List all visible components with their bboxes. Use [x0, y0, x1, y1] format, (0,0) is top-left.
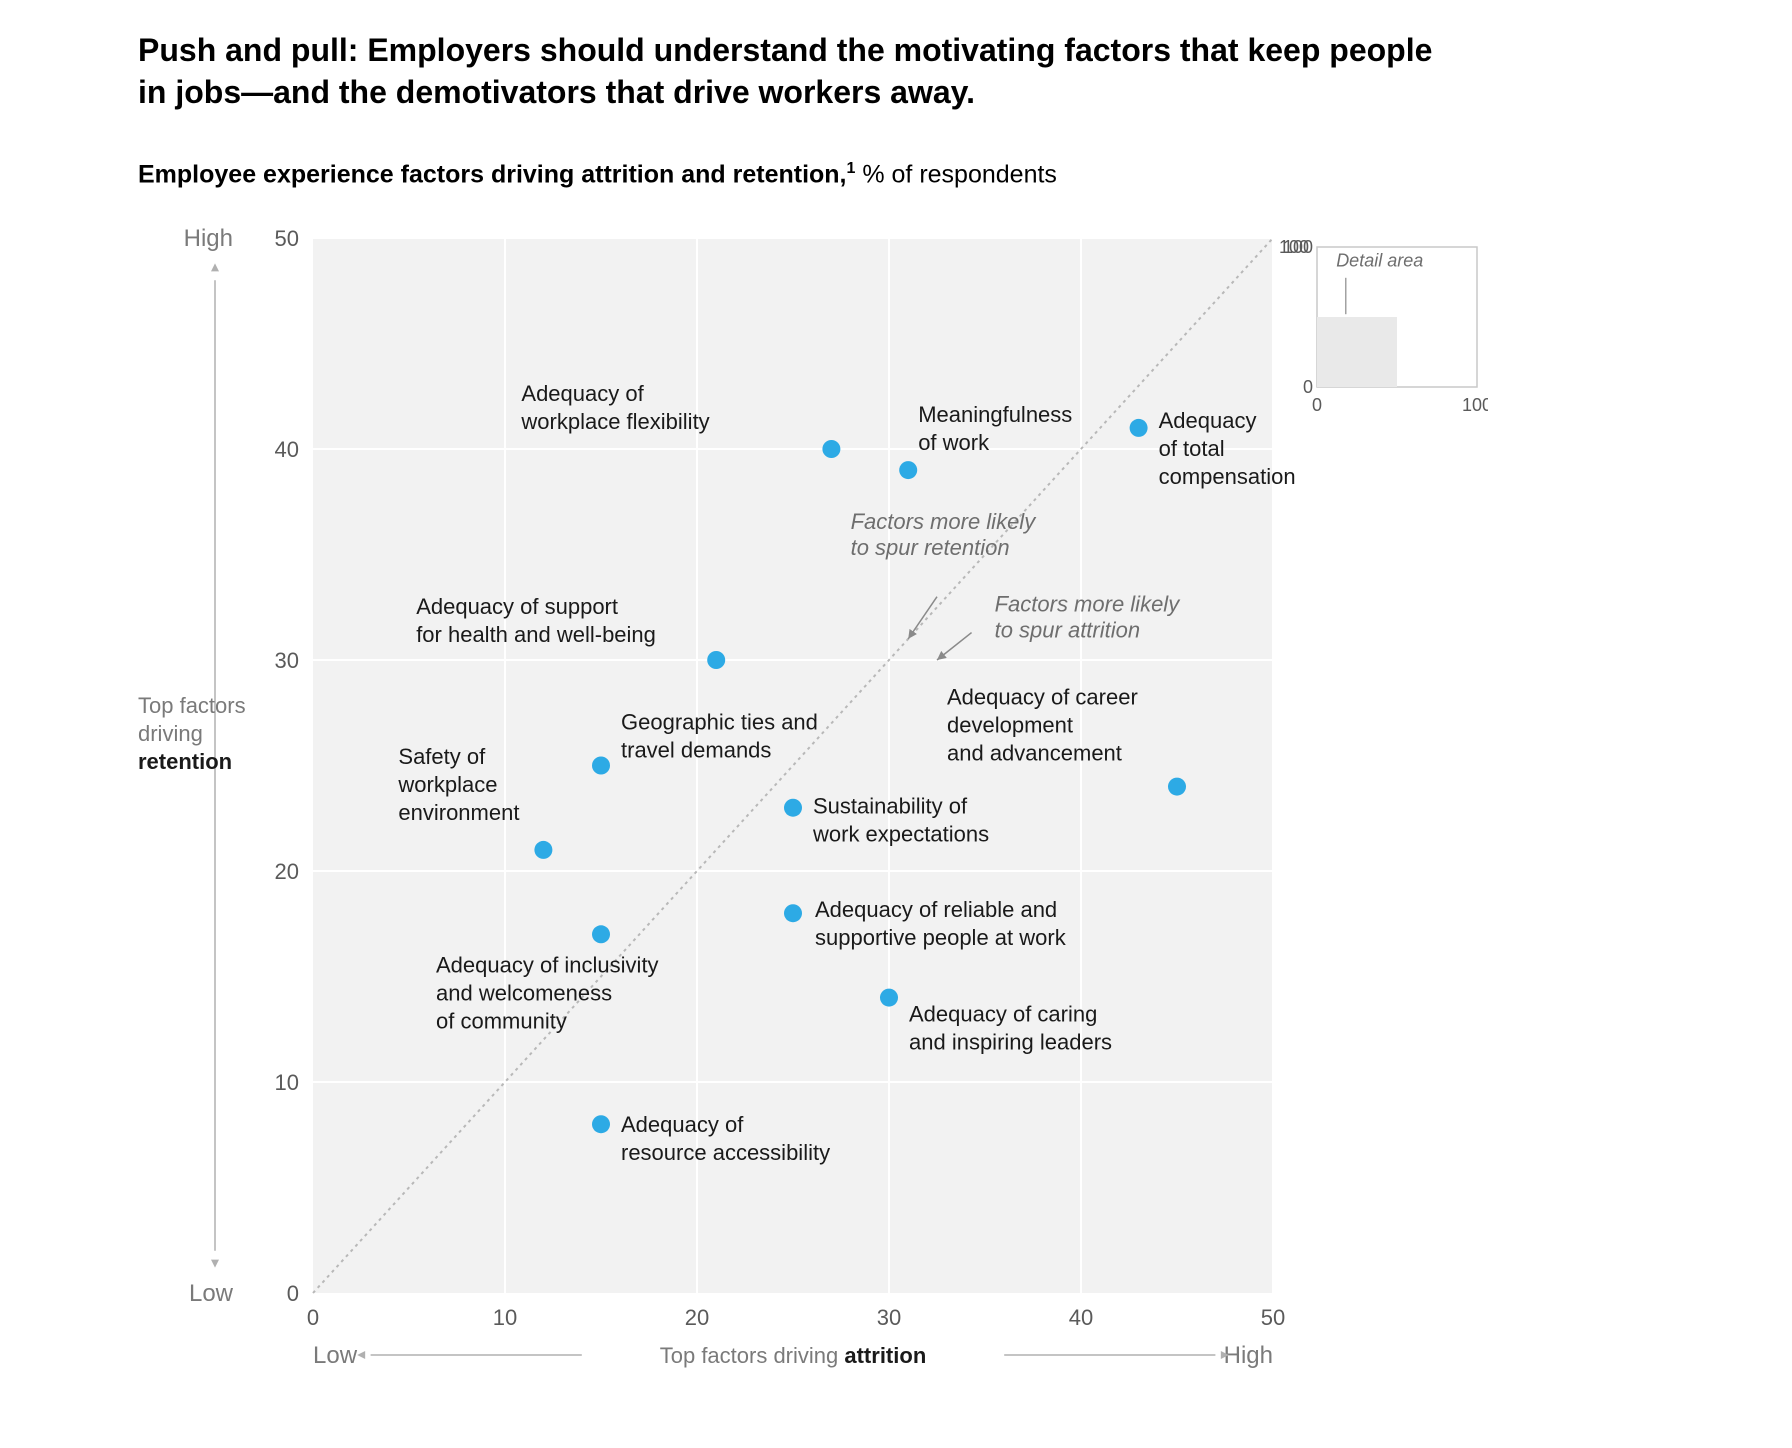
svg-text:20: 20 — [275, 859, 299, 884]
svg-text:100: 100 — [1462, 395, 1488, 415]
svg-text:0: 0 — [307, 1305, 319, 1330]
chart-subtitle: Employee experience factors driving attr… — [138, 160, 1057, 189]
scatter-point — [534, 841, 552, 859]
scatter-point — [880, 989, 898, 1007]
scatter-chart: Factors more likelyto spur retentionFact… — [138, 218, 1488, 1408]
scatter-point — [822, 440, 840, 458]
scatter-point — [592, 1115, 610, 1133]
svg-text:40: 40 — [1069, 1305, 1093, 1330]
subtitle-bold: Employee experience factors driving attr… — [138, 160, 847, 188]
svg-text:50: 50 — [275, 226, 299, 251]
svg-text:30: 30 — [877, 1305, 901, 1330]
page: Push and pull: Employers should understa… — [0, 0, 1792, 1448]
svg-text:40: 40 — [275, 437, 299, 462]
svg-text:30: 30 — [275, 648, 299, 673]
scatter-point — [592, 925, 610, 943]
scatter-point — [592, 757, 610, 775]
svg-text:20: 20 — [685, 1305, 709, 1330]
svg-text:High: High — [1224, 1342, 1273, 1369]
svg-text:10: 10 — [275, 1070, 299, 1095]
chart-svg: Factors more likelyto spur retentionFact… — [138, 218, 1488, 1408]
svg-text:0: 0 — [287, 1281, 299, 1306]
scatter-point — [707, 651, 725, 669]
scatter-point — [1130, 419, 1148, 437]
chart-title: Push and pull: Employers should understa… — [138, 30, 1458, 113]
scatter-point — [899, 461, 917, 479]
inset-chart: 10010000100Detail area — [1279, 237, 1488, 415]
svg-text:Low: Low — [313, 1342, 358, 1369]
svg-text:0: 0 — [1303, 377, 1313, 397]
svg-text:50: 50 — [1261, 1305, 1285, 1330]
svg-text:High: High — [184, 225, 233, 252]
scatter-point — [784, 904, 802, 922]
svg-text:Detail area: Detail area — [1336, 251, 1423, 271]
svg-text:Factors more likelyto spur ret: Factors more likelyto spur retention — [851, 509, 1038, 560]
scatter-point — [1168, 778, 1186, 796]
scatter-point — [784, 799, 802, 817]
subtitle-unit: % of respondents — [855, 160, 1057, 188]
svg-text:Low: Low — [189, 1280, 234, 1307]
svg-text:Top factors driving attrition: Top factors driving attrition — [660, 1343, 927, 1368]
svg-text:Top factorsdrivingretention: Top factorsdrivingretention — [138, 693, 246, 774]
svg-text:10: 10 — [493, 1305, 517, 1330]
svg-text:0: 0 — [1312, 395, 1322, 415]
svg-text:100: 100 — [1283, 237, 1313, 257]
